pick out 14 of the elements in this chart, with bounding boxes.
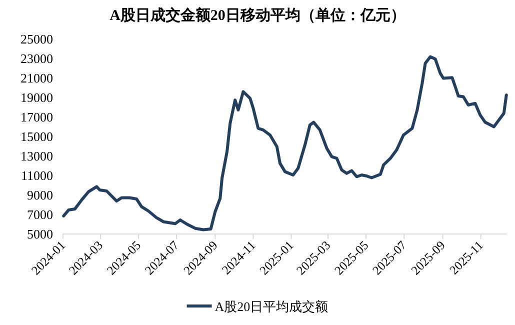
line-series (62, 55, 508, 232)
y-tick-label: 17000 (20, 110, 53, 124)
chart-title: A股日成交金额20日移动平均（单位：亿元） (110, 6, 406, 24)
y-tick-label: 19000 (20, 90, 53, 105)
legend-label: A股20日平均成交额 (214, 299, 328, 314)
y-tick-label: 21000 (20, 70, 53, 86)
y-tick-label: 7000 (27, 207, 53, 222)
y-tick-label: 15000 (20, 129, 53, 144)
y-tick-label: 25000 (20, 32, 53, 46)
y-tick-label: 9000 (27, 188, 53, 202)
y-tick-label: 13000 (20, 148, 53, 164)
y-tick-label: 11000 (20, 168, 53, 183)
y-tick-label: 5000 (27, 226, 53, 242)
y-tick-label: 23000 (20, 51, 53, 66)
